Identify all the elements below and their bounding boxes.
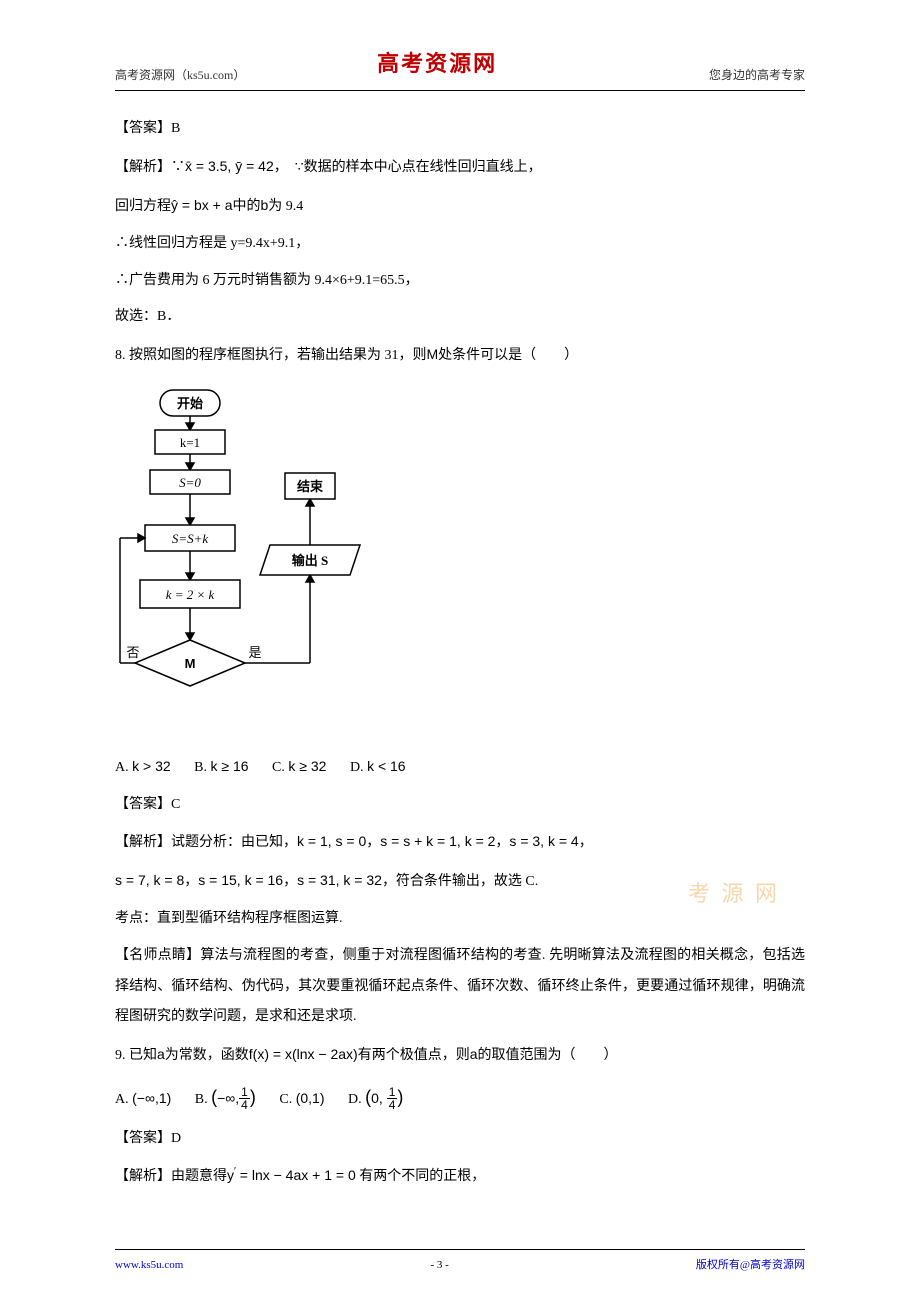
flowchart-diagram: 开始 k=1 S=0 S=S+k: [115, 385, 805, 738]
q9-stem: 9. 已知a为常数，函数f(x) = x(lnx − 2ax)有两个极值点，则a…: [115, 1036, 805, 1075]
text: ∵数据的样本中心点在线性回归直线上，: [295, 160, 542, 175]
node-output: 输出 S: [292, 553, 328, 568]
q7-exp-line5: 故选：B．: [115, 299, 805, 336]
text: 回归方程: [115, 199, 171, 214]
text: 中的: [232, 199, 260, 214]
q8-kaodian: 考点：直到型循环结构程序框图运算.: [115, 901, 805, 938]
opt-math: k ≥ 32: [288, 758, 326, 774]
formula: x̄ = 3.5, ȳ = 42，: [185, 158, 288, 174]
q8-dianping: 【名师点睛】算法与流程图的考查，侧重于对流程图循环结构的考查. 先明晰算法及流程…: [115, 938, 805, 1036]
opt-math: (0,1): [296, 1090, 325, 1106]
edge-no: 否: [126, 645, 139, 660]
q8-stem: 8. 按照如图的程序框图执行，若输出结果为 31，则M处条件可以是（ ）: [115, 336, 805, 375]
node-k2k: k = 2 × k: [166, 587, 215, 602]
header-center: 高考资源网: [165, 40, 709, 88]
var-a: a: [157, 1046, 165, 1062]
opt-label: B.: [194, 760, 207, 775]
node-end: 结束: [297, 479, 324, 494]
text: 为常数，函数: [165, 1048, 249, 1063]
frac-den: 4: [239, 1099, 250, 1111]
opt-label: A.: [115, 760, 129, 775]
formula: f(x) = x(lnx − 2ax): [249, 1046, 358, 1062]
opt-math: (−∞,1): [132, 1090, 171, 1106]
formula: k = 1, s = 0，s = s + k = 1, k = 2，s = 3,…: [297, 833, 593, 849]
q9-exp: 【解析】由题意得y′ = lnx − 4ax + 1 = 0 有两个不同的正根，: [115, 1157, 805, 1196]
formula: s = 7, k = 8，s = 15, k = 16，s = 31, k = …: [115, 872, 382, 888]
q9-options: A. (−∞,1) B. ((−∞,−∞,14) C. (0,1) D. (0,…: [115, 1075, 805, 1121]
q7-answer: 【答案】B: [115, 111, 805, 148]
var-m: M: [427, 346, 439, 362]
opt-label: B.: [195, 1092, 208, 1107]
q8-options: A. k > 32 B. k ≥ 16 C. k ≥ 32 D. k < 16: [115, 748, 805, 787]
node-k1: k=1: [180, 435, 200, 450]
q7-exp-line1: 【解析】∵x̄ = 3.5, ȳ = 42， ∵数据的样本中心点在线性回归直线上…: [115, 148, 805, 187]
opt-label: D.: [350, 760, 364, 775]
text: 【解析】∵: [115, 160, 185, 175]
opt-label: C.: [279, 1092, 292, 1107]
q8-answer: 【答案】C: [115, 787, 805, 824]
q7-exp-line2: 回归方程ŷ = bx + a中的b为 9.4: [115, 187, 805, 226]
frac-num: 1: [239, 1086, 250, 1099]
text: 处条件可以是（ ）: [438, 348, 578, 363]
frac-den: 4: [387, 1099, 398, 1111]
text: 8. 按照如图的程序框图执行，若输出结果为 31，则: [115, 348, 427, 363]
edge-yes: 是: [248, 645, 261, 660]
opt-math: k < 16: [367, 758, 406, 774]
opt-math: k > 32: [132, 758, 171, 774]
page-header: 高考资源网（ks5u.com） 高考资源网 您身边的高考专家: [115, 40, 805, 91]
var-a: a: [470, 1046, 478, 1062]
opt-label: D.: [348, 1092, 362, 1107]
text: 【解析】试题分析：由已知，: [115, 835, 297, 850]
page-footer: www.ks5u.com - 3 - 版权所有@高考资源网: [115, 1249, 805, 1277]
formula: ŷ = bx + a: [171, 197, 232, 213]
text: 为 9.4: [268, 199, 303, 214]
node-ssk: S=S+k: [172, 531, 209, 546]
text: 的取值范围为（ ）: [478, 1048, 618, 1063]
text: 有两个极值点，则: [358, 1048, 470, 1063]
opt-label: C.: [272, 760, 285, 775]
text: ，符合条件输出，故选 C.: [382, 874, 538, 889]
node-m: M: [185, 656, 196, 671]
footer-page-number: - 3 -: [430, 1253, 448, 1277]
footer-right: 版权所有@高考资源网: [696, 1253, 805, 1277]
opt-label: A.: [115, 1092, 129, 1107]
header-right: 您身边的高考专家: [709, 62, 805, 88]
document-body: 【答案】B 【解析】∵x̄ = 3.5, ȳ = 42， ∵数据的样本中心点在线…: [115, 111, 805, 1196]
text: 有两个不同的正根，: [356, 1169, 486, 1184]
q8-exp-line2: s = 7, k = 8，s = 15, k = 16，s = 31, k = …: [115, 862, 805, 901]
node-start: 开始: [177, 396, 203, 411]
q8-exp-line1: 【解析】试题分析：由已知，k = 1, s = 0，s = s + k = 1,…: [115, 823, 805, 862]
q7-exp-line4: ∴广告费用为 6 万元时销售额为 9.4×6+9.1=65.5，: [115, 263, 805, 300]
text: 【解析】由题意得: [115, 1169, 227, 1184]
opt-math: ((−∞,−∞,14): [211, 1090, 256, 1106]
node-s0: S=0: [179, 475, 201, 490]
text: 9. 已知: [115, 1048, 157, 1063]
opt-math: (0, 14): [365, 1090, 403, 1106]
frac-num: 1: [387, 1086, 398, 1099]
opt-math: k ≥ 16: [211, 758, 249, 774]
q9-answer: 【答案】D: [115, 1121, 805, 1158]
footer-left: www.ks5u.com: [115, 1253, 183, 1277]
q7-exp-line3: ∴线性回归方程是 y=9.4x+9.1，: [115, 226, 805, 263]
formula: y′ = lnx − 4ax + 1 = 0: [227, 1167, 356, 1183]
